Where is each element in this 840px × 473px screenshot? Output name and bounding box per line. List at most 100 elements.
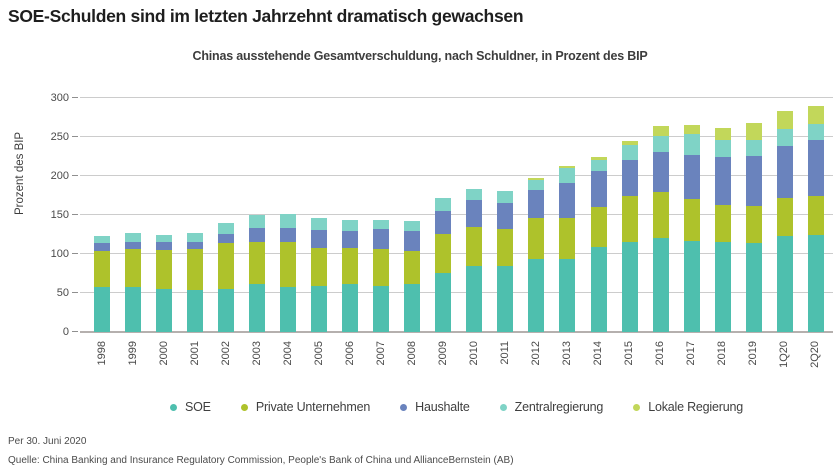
x-tick-label-2013: 2013 xyxy=(560,341,573,366)
bar-segment-2015-private-unternehmen xyxy=(621,196,638,242)
bar-segment-2000-haushalte xyxy=(156,242,173,251)
bar-segment-2008-haushalte xyxy=(404,230,421,251)
bar-2005 xyxy=(311,218,328,332)
y-tick-label-50: 50 xyxy=(56,287,69,299)
bar-segment-2012-lokale-regierung xyxy=(528,177,545,180)
bar-segment-2014-zentralregierung xyxy=(590,159,607,172)
y-tick-label-200: 200 xyxy=(50,170,69,182)
bar-segment-2009-zentralregierung xyxy=(435,197,452,212)
bar-segment-2007-soe xyxy=(373,285,390,332)
x-tick-label-2005: 2005 xyxy=(312,341,325,366)
bar-segment-2007-zentralregierung xyxy=(373,219,390,230)
y-tick-mark-250 xyxy=(72,136,78,137)
bar-segment-2016-soe xyxy=(652,237,669,332)
bar-2007 xyxy=(373,219,390,332)
bar-segment-2014-private-unternehmen xyxy=(590,207,607,247)
bar-1Q20 xyxy=(776,111,793,332)
x-axis-labels: 1998 1999 2000 2001 2002 2003 2004 2005 2006 2007… xyxy=(94,341,824,383)
x-tick-label-2001: 2001 xyxy=(188,341,201,366)
bar-segment-2017-haushalte xyxy=(683,154,700,199)
legend-label: Lokale Regierung xyxy=(648,400,743,414)
x-tick-label-2007: 2007 xyxy=(374,341,387,366)
bar-segment-2018-lokale-regierung xyxy=(714,127,731,141)
bar-segment-2006-zentralregierung xyxy=(342,220,359,231)
footer-as-of-date: Per 30. Juni 2020 xyxy=(8,436,87,447)
bar-segment-2Q20-private-unternehmen xyxy=(807,196,824,235)
bar-2003 xyxy=(249,215,266,332)
bar-segment-2009-soe xyxy=(435,272,452,332)
bar-2006 xyxy=(342,220,359,332)
x-tick-label-2011: 2011 xyxy=(498,341,511,365)
bar-segment-2012-soe xyxy=(528,258,545,332)
y-tick-label-300: 300 xyxy=(50,92,69,104)
bar-2008 xyxy=(404,221,421,332)
bar-segment-2000-soe xyxy=(156,289,173,332)
y-tick-label-0: 0 xyxy=(62,326,69,338)
bar-segment-2016-private-unternehmen xyxy=(652,192,669,238)
x-tick-label-2006: 2006 xyxy=(343,341,356,366)
gridline-250 xyxy=(80,136,833,137)
legend-dot-icon xyxy=(240,403,248,411)
bar-segment-2003-soe xyxy=(249,284,266,332)
bar-segment-2001-private-unternehmen xyxy=(187,248,204,290)
bar-segment-2003-private-unternehmen xyxy=(249,242,266,285)
gridline-300 xyxy=(80,97,833,98)
x-tick-label-2018: 2018 xyxy=(716,341,729,366)
bar-segment-2009-private-unternehmen xyxy=(435,233,452,273)
bar-2013 xyxy=(559,165,576,332)
bar-segment-2014-lokale-regierung xyxy=(590,156,607,160)
bar-segment-2018-haushalte xyxy=(714,157,731,205)
legend-label: Zentralregierung xyxy=(514,400,604,414)
bar-1999 xyxy=(125,232,142,332)
legend-dot-icon xyxy=(170,403,178,411)
bar-segment-2018-zentralregierung xyxy=(714,140,731,158)
bar-segment-2011-private-unternehmen xyxy=(497,229,514,267)
bar-segment-2007-haushalte xyxy=(373,229,390,250)
bar-2009 xyxy=(435,197,452,332)
bar-segment-2013-zentralregierung xyxy=(559,168,576,184)
bar-2018 xyxy=(714,127,731,332)
bar-segment-2018-soe xyxy=(714,241,731,332)
y-tick-mark-50 xyxy=(72,292,78,293)
chart-subtitle: Chinas ausstehende Gesamtverschuldung, n… xyxy=(192,49,648,63)
bar-segment-2Q20-haushalte xyxy=(807,140,824,197)
bar-segment-2006-private-unternehmen xyxy=(342,247,359,285)
x-tick-label-2003: 2003 xyxy=(250,341,263,366)
y-tick-label-100: 100 xyxy=(50,248,69,260)
bar-2Q20 xyxy=(807,105,824,332)
bar-segment-2005-private-unternehmen xyxy=(311,247,328,286)
bar-2012 xyxy=(528,177,545,332)
bar-segment-2000-private-unternehmen xyxy=(156,250,173,290)
y-tick-mark-0 xyxy=(72,331,78,332)
bar-2004 xyxy=(280,214,297,332)
legend-dot-icon xyxy=(400,403,408,411)
bar-segment-2013-lokale-regierung xyxy=(559,165,576,169)
bar-segment-2013-private-unternehmen xyxy=(559,218,576,259)
bar-segment-2017-soe xyxy=(683,240,700,332)
bar-segment-2004-private-unternehmen xyxy=(280,242,297,287)
gridline-100 xyxy=(80,253,833,254)
bar-2016 xyxy=(652,126,669,332)
footer-source: Quelle: China Banking and Insurance Regu… xyxy=(8,455,514,466)
bar-segment-2013-soe xyxy=(559,258,576,332)
bar-segment-1999-haushalte xyxy=(125,241,142,250)
bar-segment-2001-haushalte xyxy=(187,241,204,249)
legend-label: Private Unternehmen xyxy=(255,400,371,414)
bar-segment-2010-haushalte xyxy=(466,200,483,227)
legend-item-haushalte: Haushalte xyxy=(400,400,470,414)
bar-segment-2016-lokale-regierung xyxy=(652,126,669,137)
x-tick-label-2009: 2009 xyxy=(436,341,449,366)
legend-item-zentralregierung: Zentralregierung xyxy=(499,400,604,414)
bar-2017 xyxy=(683,124,700,332)
bar-segment-2003-zentralregierung xyxy=(249,215,266,228)
gridline-200 xyxy=(80,175,833,176)
bar-segment-2010-zentralregierung xyxy=(466,188,483,201)
bar-segment-2016-zentralregierung xyxy=(652,136,669,152)
bar-segment-2Q20-lokale-regierung xyxy=(807,105,824,124)
x-tick-label-2010: 2010 xyxy=(467,341,480,366)
bar-segment-2019-haushalte xyxy=(745,155,762,206)
bar-2010 xyxy=(466,188,483,332)
x-tick-label-1998: 1998 xyxy=(95,341,108,366)
bar-segment-2012-zentralregierung xyxy=(528,179,545,191)
